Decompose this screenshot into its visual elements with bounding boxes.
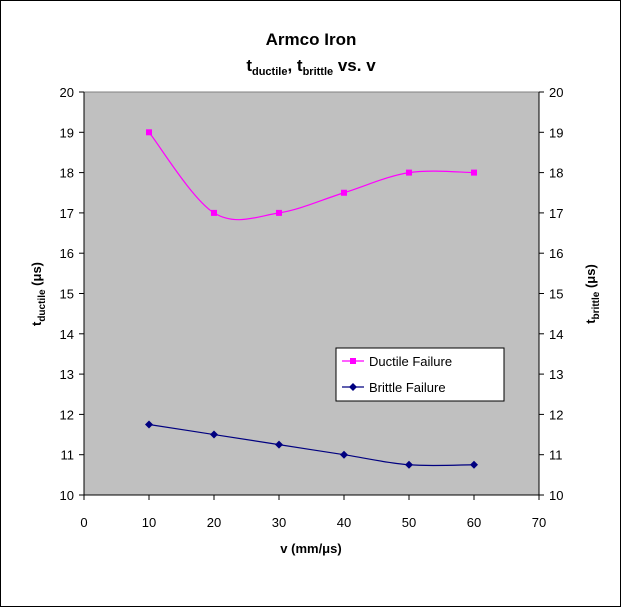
data-point xyxy=(341,189,347,196)
series-ductile xyxy=(146,129,477,221)
y-tick-label-left: 10 xyxy=(60,488,74,503)
data-point xyxy=(405,460,413,469)
y-tick-label-right: 14 xyxy=(549,327,563,342)
series-line xyxy=(148,131,475,221)
x-tick-label: 60 xyxy=(467,515,481,530)
x-tick-label: 40 xyxy=(337,515,351,530)
data-point xyxy=(275,440,283,449)
y-tick-label-left: 12 xyxy=(60,407,74,422)
y-tick-label-left: 14 xyxy=(60,327,74,342)
y-tick-label-right: 16 xyxy=(549,246,563,261)
series-brittle xyxy=(145,420,478,469)
y-tick-label-left: 11 xyxy=(61,448,75,463)
y-tick-label-left: 15 xyxy=(60,287,74,302)
legend-label: Brittle Failure xyxy=(369,380,446,395)
data-point xyxy=(470,460,478,469)
y-tick-label-left: 13 xyxy=(60,367,74,382)
legend-marker xyxy=(350,358,356,364)
y-tick-label-left: 20 xyxy=(60,85,74,100)
y-tick-label-right: 17 xyxy=(549,206,563,221)
y-tick-label-right: 10 xyxy=(549,488,563,503)
legend: Ductile Failure Brittle Failure xyxy=(335,347,505,402)
x-tick-label: 0 xyxy=(80,515,87,530)
legend-marker xyxy=(349,383,357,391)
data-point xyxy=(211,209,217,216)
data-point xyxy=(146,129,152,136)
y-tick-label-right: 20 xyxy=(549,85,563,100)
data-point xyxy=(406,169,412,176)
legend-box xyxy=(335,347,505,402)
y-tick-label-left: 17 xyxy=(60,206,74,221)
chart-subtitle: tductile, tbrittle vs. v xyxy=(246,56,376,78)
x-tick-label: 10 xyxy=(142,515,156,530)
x-tick-label: 20 xyxy=(207,515,221,530)
x-tick-label: 70 xyxy=(532,515,546,530)
y-axis-label-right: tbrittle (μs) xyxy=(583,264,602,324)
y-tick-label-right: 15 xyxy=(549,287,563,302)
y-tick-label-right: 12 xyxy=(549,407,563,422)
axes: 10 10 11 11 12 12 13 13 14 14 15 15 16 16 17 17 18 18 19 19… xyxy=(60,85,564,530)
plot-area xyxy=(83,91,540,496)
chart-title: Armco Iron xyxy=(266,30,357,49)
x-tick-label: 30 xyxy=(272,515,286,530)
series-line xyxy=(148,423,475,467)
y-tick-label-left: 19 xyxy=(60,125,74,140)
y-tick-label-left: 16 xyxy=(60,246,74,261)
y-tick-label-right: 11 xyxy=(549,448,563,463)
y-tick-label-right: 19 xyxy=(549,125,563,140)
data-point xyxy=(210,430,218,439)
x-tick-label: 50 xyxy=(402,515,416,530)
series-layer xyxy=(145,129,478,469)
y-tick-label-left: 18 xyxy=(60,166,74,181)
y-tick-label-right: 18 xyxy=(549,166,563,181)
data-point xyxy=(340,450,348,459)
data-point xyxy=(471,169,477,176)
x-axis-label: v (mm/μs) xyxy=(280,541,341,556)
y-axis-label-left: tductile (μs) xyxy=(29,262,48,326)
data-point xyxy=(276,209,282,216)
y-tick-label-right: 13 xyxy=(549,367,563,382)
legend-label: Ductile Failure xyxy=(369,354,452,369)
data-point xyxy=(145,420,153,429)
